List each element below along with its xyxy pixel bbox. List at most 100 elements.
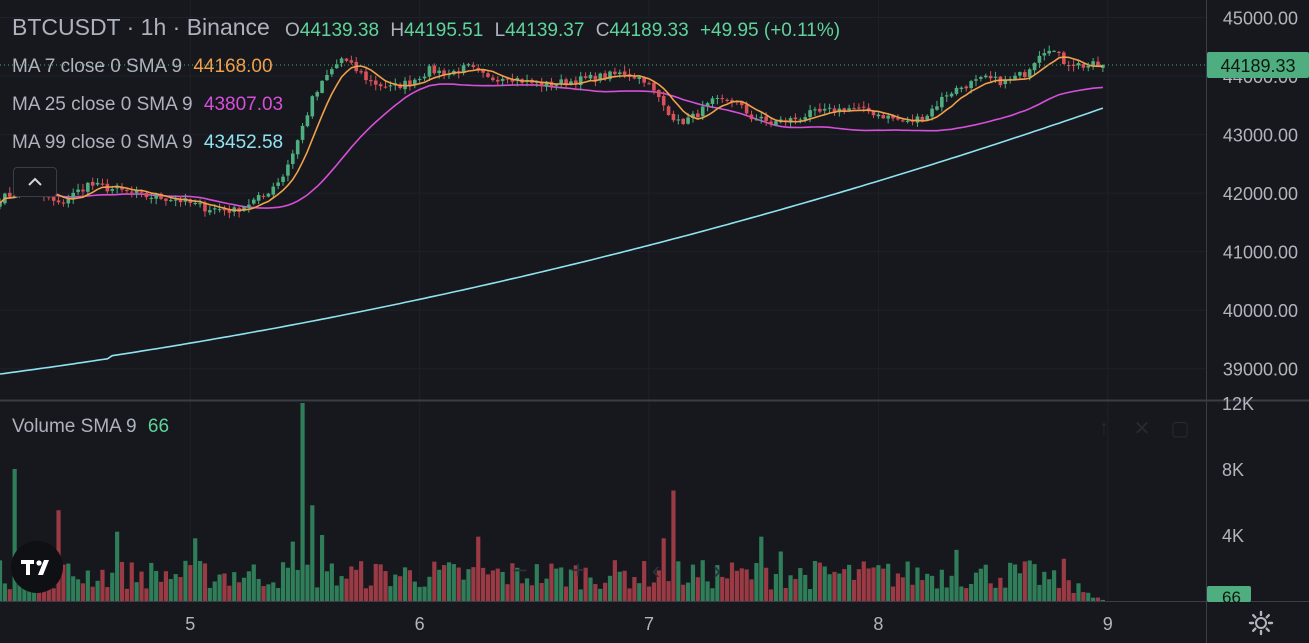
volume-bar: [925, 573, 930, 601]
candle-body: [569, 81, 573, 85]
volume-bar: [773, 573, 779, 601]
volume-bar: [500, 571, 505, 601]
volume-bar: [359, 561, 364, 601]
candle-body: [1091, 61, 1095, 66]
volume-bar: [75, 579, 81, 601]
volume-bar: [12, 469, 17, 601]
volume-bar: [276, 587, 281, 601]
candle-body: [1081, 64, 1086, 68]
volume-tick-label: 8K: [1222, 460, 1244, 480]
zoom-in-button[interactable]: +: [561, 553, 595, 587]
volume-bar: [676, 561, 681, 601]
volume-bar: [993, 587, 998, 601]
price-tick-label: 45000.00: [1223, 9, 1298, 29]
scroll-left-button[interactable]: ‹: [639, 553, 673, 587]
candle-body: [154, 194, 158, 199]
volume-bar: [793, 578, 798, 601]
volume-bar: [764, 567, 769, 601]
pane-maximize-button[interactable]: ▢: [1166, 414, 1194, 442]
candle-body: [486, 73, 490, 77]
ma99-value: 43452.58: [203, 132, 284, 153]
candle-body: [349, 60, 354, 63]
scroll-right-button[interactable]: ›: [700, 553, 734, 587]
candle-body: [661, 96, 666, 106]
volume-bar: [280, 562, 286, 601]
volume-bar: [344, 578, 349, 601]
volume-bar: [154, 570, 159, 601]
candle-body: [891, 114, 895, 119]
volume-bar: [681, 584, 686, 601]
ma99-legend[interactable]: MA 99 close 0 SMA 9 43452.58: [12, 132, 283, 154]
volume-bar: [451, 564, 456, 601]
candle-body: [408, 80, 412, 86]
volume-bar: [441, 565, 447, 601]
candle-body: [222, 208, 227, 211]
candle-body: [139, 191, 144, 193]
volume-bar: [559, 567, 564, 601]
ma25-legend[interactable]: MA 25 close 0 SMA 9 43807.03: [12, 94, 283, 116]
volume-bar: [915, 567, 920, 601]
candle-body: [725, 99, 729, 101]
volume-bar: [934, 588, 940, 601]
candle-body: [173, 199, 178, 201]
volume-bar: [666, 581, 671, 601]
gear-icon[interactable]: [1248, 610, 1274, 636]
volume-tick-label: 4K: [1222, 526, 1244, 546]
minus-icon: −: [512, 554, 528, 585]
change-value: +49.95 (+0.11%): [699, 20, 841, 41]
candle-body: [681, 118, 685, 124]
volume-bar: [715, 565, 720, 601]
volume-bar: [456, 567, 461, 601]
volume-bar: [1027, 560, 1032, 601]
volume-bar: [290, 541, 295, 601]
candle-body: [1037, 55, 1042, 63]
volume-bar: [656, 570, 661, 601]
volume-bar: [163, 571, 169, 601]
candle-body: [320, 80, 324, 93]
candle-body: [886, 115, 890, 119]
close-icon: ✕: [1133, 417, 1151, 440]
volume-legend[interactable]: Volume SMA 9 66: [12, 416, 169, 438]
candle-body: [115, 186, 119, 189]
volume-bar: [22, 588, 27, 601]
candle-body: [803, 117, 807, 120]
collapse-legend-button[interactable]: [13, 167, 57, 197]
tradingview-logo[interactable]: [11, 541, 63, 593]
candle-body: [1042, 53, 1047, 56]
time-tick-label: 8: [873, 614, 883, 634]
volume-bar: [490, 570, 495, 601]
volume-bar: [603, 582, 608, 601]
separator: ·: [126, 14, 135, 40]
volume-bar: [368, 585, 373, 601]
candle-body: [739, 102, 744, 106]
pane-close-button[interactable]: ✕: [1128, 414, 1156, 442]
volume-bar: [515, 567, 520, 601]
candle-body: [198, 203, 202, 205]
volume-bar: [446, 562, 452, 601]
candle-body: [564, 79, 568, 86]
volume-bar: [998, 577, 1003, 601]
close-label: C: [595, 20, 610, 41]
ma7-legend[interactable]: MA 7 close 0 SMA 9 44168.00: [12, 56, 273, 78]
volume-bar: [690, 564, 696, 601]
candle-body: [276, 182, 280, 186]
volume-bar: [412, 581, 417, 601]
volume-bar: [61, 564, 66, 601]
zoom-out-button[interactable]: −: [503, 553, 537, 587]
ma7-path: [0, 56, 1103, 212]
pane-up-button[interactable]: ↑: [1090, 414, 1118, 442]
candle-body: [144, 192, 149, 198]
volume-bar: [105, 587, 110, 601]
candle-body: [481, 70, 485, 73]
volume-bar: [622, 570, 627, 601]
volume-bar: [261, 586, 266, 601]
candle-body: [710, 98, 715, 104]
candle-body: [730, 100, 734, 102]
candle-body: [256, 195, 261, 201]
plus-icon: +: [570, 554, 586, 585]
candle-body: [100, 183, 105, 185]
candle-body: [7, 192, 12, 197]
candle-body: [437, 70, 441, 73]
candle-body: [315, 92, 319, 97]
